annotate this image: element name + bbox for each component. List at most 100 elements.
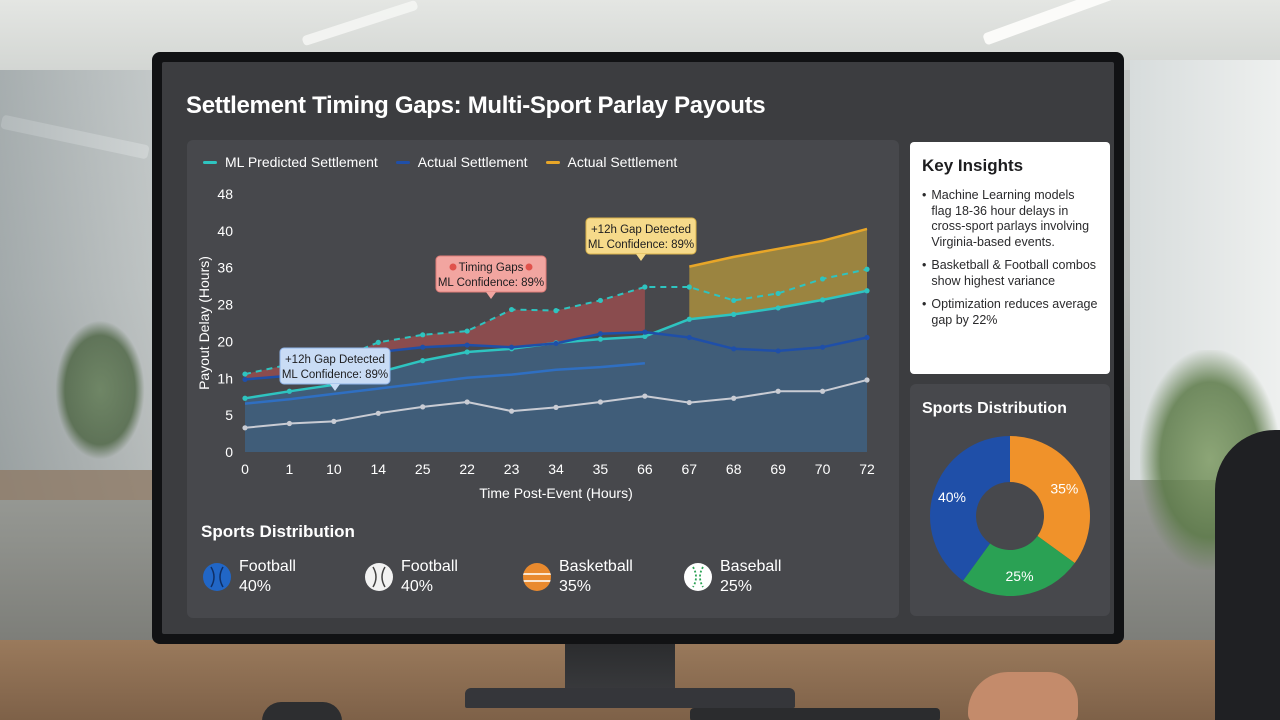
- y-tick-label: 40: [217, 223, 233, 239]
- donut-slice-label: 40%: [938, 489, 966, 505]
- person: [1215, 430, 1280, 720]
- sport-item-basketball[interactable]: Basketball 35%: [523, 558, 633, 596]
- x-tick-label: 66: [637, 461, 653, 477]
- legend-label: ML Predicted Settlement: [225, 154, 378, 170]
- football-icon: [365, 563, 393, 591]
- data-point: [642, 284, 648, 290]
- sport-percentage: 25%: [720, 578, 753, 595]
- data-point: [686, 334, 692, 341]
- callout-title: +12h Gap Detected: [591, 224, 691, 236]
- legend-swatch: [203, 160, 217, 164]
- donut-slice-label: 35%: [1050, 480, 1078, 496]
- legend-label: Actual Settlement: [417, 154, 528, 170]
- callout-subtitle: ML Confidence: 89%: [588, 239, 694, 251]
- data-point: [864, 288, 870, 294]
- page-title: Settlement Timing Gaps: Multi-Sport Parl…: [186, 92, 766, 119]
- data-point: [731, 395, 737, 401]
- x-tick-label: 67: [681, 461, 697, 477]
- insights-title: Key Insights: [922, 156, 1024, 175]
- data-point: [731, 346, 737, 352]
- data-point: [331, 418, 337, 424]
- data-point: [242, 376, 248, 383]
- legend-swatch: [395, 160, 410, 164]
- football-icon: [203, 563, 231, 591]
- legend-item[interactable]: Actual Settlement: [545, 154, 678, 170]
- data-point: [420, 404, 426, 410]
- sports-distribution-panel: Sports Distribution 35% 25% 40%: [910, 384, 1110, 616]
- basketball-icon: [523, 563, 551, 591]
- background-plant: [55, 320, 145, 460]
- insight-text: Machine Learning models flag 18-36 hour …: [931, 188, 1090, 249]
- data-point: [420, 332, 426, 338]
- data-point: [597, 336, 604, 342]
- data-point: [286, 388, 293, 394]
- monitor-base: [465, 688, 795, 708]
- sport-item-football[interactable]: Football 40%: [365, 558, 458, 596]
- legend-swatch: [545, 160, 560, 164]
- sport-name: Football: [401, 558, 458, 575]
- data-point: [731, 311, 737, 317]
- bullet-icon: •: [922, 258, 927, 272]
- donut-slice[interactable]: [1010, 436, 1090, 564]
- gap-area-fill: [689, 228, 867, 320]
- data-point: [864, 334, 870, 341]
- x-tick-label: 72: [859, 461, 875, 477]
- line-chart: 0 5 1h 20 28 36 40 48 0 1 10 14 25 22 23 34 35 66 67 68 69 70…: [196, 186, 875, 501]
- series-line: [244, 362, 646, 405]
- legend-item[interactable]: Actual Settlement: [395, 154, 528, 170]
- x-tick-label: 68: [726, 461, 742, 477]
- donut-slice-label: 25%: [1006, 568, 1034, 584]
- monitor-stand: [565, 640, 675, 696]
- x-tick-label: 0: [241, 461, 249, 477]
- donut-slice[interactable]: [930, 436, 1010, 581]
- baseball-icon: [684, 563, 712, 591]
- bullet-icon: •: [922, 297, 927, 311]
- donut-slice[interactable]: [962, 535, 1075, 596]
- y-tick-label: 20: [217, 333, 233, 349]
- y-tick-label: 36: [217, 260, 233, 276]
- data-point: [508, 306, 515, 313]
- data-point: [642, 333, 648, 340]
- sport-percentage: 40%: [239, 578, 272, 595]
- data-point: [420, 358, 426, 364]
- callout-marker-icon: [449, 263, 457, 271]
- sport-item-baseball[interactable]: Baseball 25%: [684, 558, 781, 596]
- data-point: [775, 305, 781, 311]
- data-point: [420, 344, 426, 350]
- sport-name: Basketball: [559, 558, 633, 575]
- insight-item: • Optimization reduces average gap by 22…: [922, 297, 1098, 328]
- callout-pointer: [486, 292, 496, 299]
- data-point: [864, 377, 870, 383]
- insight-text: Optimization reduces average gap by 22%: [931, 297, 1098, 327]
- callout-title: +12h Gap Detected: [285, 354, 385, 366]
- data-point: [464, 328, 470, 334]
- x-tick-label: 22: [459, 461, 475, 477]
- x-tick-label: 23: [504, 461, 520, 477]
- data-point: [464, 342, 470, 348]
- donut-chart: 35% 25% 40%: [930, 436, 1090, 596]
- callout-title: Timing Gaps: [459, 262, 524, 274]
- legend-label: Actual Settlement: [567, 154, 678, 170]
- dashboard-screen: Settlement Timing Gaps: Multi-Sport Parl…: [162, 62, 1114, 634]
- data-point: [686, 284, 692, 290]
- insight-item: • Machine Learning models flag 18-36 hou…: [922, 188, 1098, 250]
- data-point: [286, 420, 293, 427]
- sport-item-football[interactable]: Football 40%: [203, 558, 296, 596]
- data-point: [864, 266, 870, 272]
- legend-item[interactable]: ML Predicted Settlement: [203, 154, 378, 170]
- callout-pointer: [636, 254, 646, 261]
- data-point: [819, 388, 826, 394]
- data-point: [464, 349, 470, 355]
- data-point: [508, 344, 515, 350]
- x-tick-label: 34: [548, 461, 564, 477]
- data-point: [242, 425, 248, 431]
- y-axis-title: Payout Delay (Hours): [196, 256, 212, 390]
- data-point: [242, 395, 248, 401]
- chart-panel: ML Predicted Settlement Actual Settlemen…: [187, 140, 899, 618]
- data-point: [242, 371, 248, 377]
- sports-distribution-title: Sports Distribution: [201, 522, 355, 541]
- x-tick-label: 10: [326, 461, 342, 477]
- y-tick-label: 28: [217, 297, 233, 313]
- keyboard: [690, 708, 940, 720]
- data-point: [686, 316, 692, 322]
